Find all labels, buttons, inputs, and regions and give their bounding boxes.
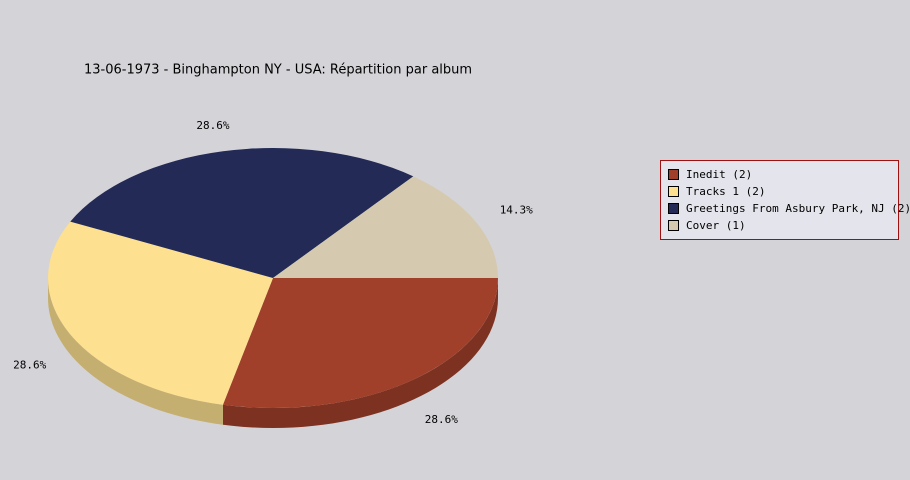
slice [47,221,273,405]
legend-swatch [668,186,679,197]
slice [273,176,498,278]
legend-swatch [668,169,679,180]
legend-label: Cover (1) [686,219,746,232]
legend-swatch [668,203,679,214]
value-label: 28.6% [13,359,46,372]
value-label: 14.3% [500,203,533,216]
legend-label: Greetings From Asbury Park, NJ (2) [686,202,910,215]
slice [222,278,498,408]
value-label: 28.6% [196,119,229,132]
legend-label: Inedit (2) [686,168,752,181]
slice [70,148,414,278]
legend-swatch [668,220,679,231]
chart-title: 13-06-1973 - Binghampton NY - USA: Répar… [84,63,472,78]
slice-side [222,278,498,428]
legend-label: Tracks 1 (2) [686,185,765,198]
value-label: 28.6% [425,413,458,426]
legend-box [660,160,899,240]
slice-side [48,278,223,425]
